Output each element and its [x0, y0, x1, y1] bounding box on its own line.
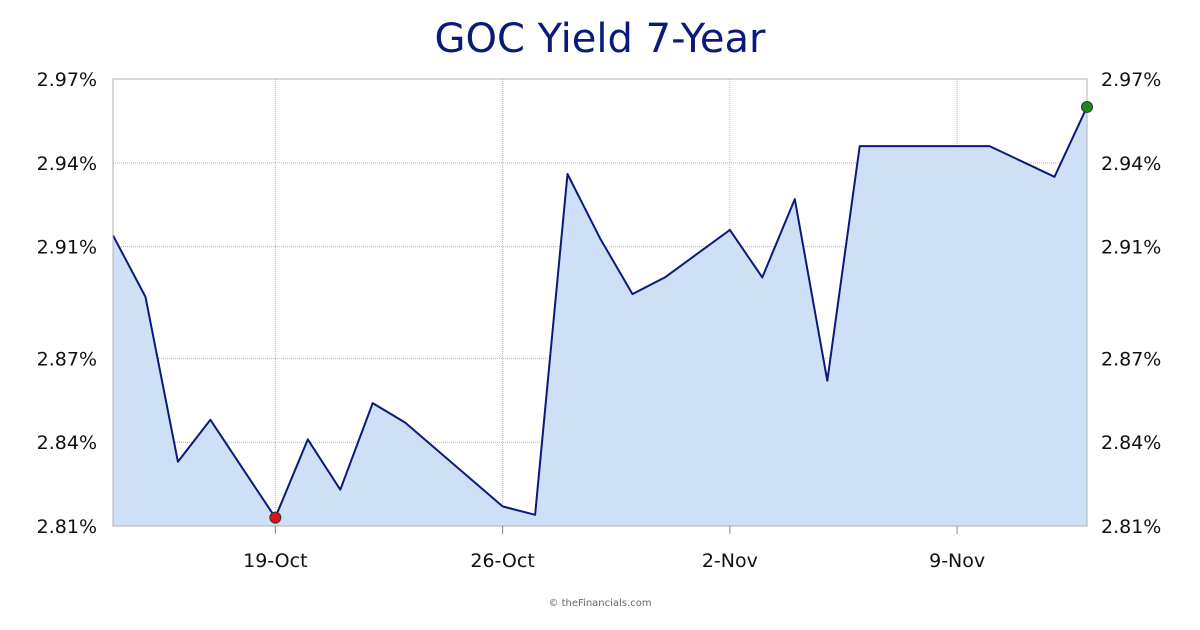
- y-tick-label-left: 2.91%: [37, 237, 97, 259]
- x-tick-label: 2-Nov: [702, 550, 758, 572]
- y-axis-right: 2.97% 2.94% 2.91% 2.87% 2.84% 2.81%: [1101, 69, 1161, 538]
- y-tick-label-right: 2.94%: [1101, 153, 1161, 175]
- chart-title: GOC Yield 7-Year: [434, 16, 766, 62]
- y-tick-label-right: 2.91%: [1101, 237, 1161, 259]
- y-tick-label-left: 2.84%: [37, 432, 97, 454]
- x-tick-label: 26-Oct: [470, 550, 534, 572]
- plot-frame: [112, 78, 1088, 527]
- y-tick-label-left: 2.94%: [37, 153, 97, 175]
- y-tick-label-left: 2.87%: [37, 348, 97, 370]
- min-point-marker: [269, 511, 282, 524]
- y-axis-left: 2.97% 2.94% 2.91% 2.87% 2.84% 2.81%: [37, 69, 97, 538]
- y-tick-label-right: 2.81%: [1101, 516, 1161, 538]
- y-tick-label-right: 2.84%: [1101, 432, 1161, 454]
- x-axis: 19-Oct 26-Oct 2-Nov 9-Nov: [243, 526, 985, 572]
- markers: [269, 100, 1093, 524]
- y-tick-label-left: 2.81%: [37, 516, 97, 538]
- y-tick-label-right: 2.87%: [1101, 348, 1161, 370]
- credit-text: © theFinancials.com: [548, 598, 652, 609]
- x-tick-label: 19-Oct: [243, 550, 307, 572]
- series-area: [113, 106, 1087, 526]
- y-tick-label-left: 2.97%: [37, 69, 97, 91]
- x-tick-label: 9-Nov: [929, 550, 985, 572]
- series-line: [112, 106, 1088, 519]
- max-point-marker: [1081, 100, 1093, 113]
- y-tick-label-right: 2.97%: [1101, 69, 1161, 91]
